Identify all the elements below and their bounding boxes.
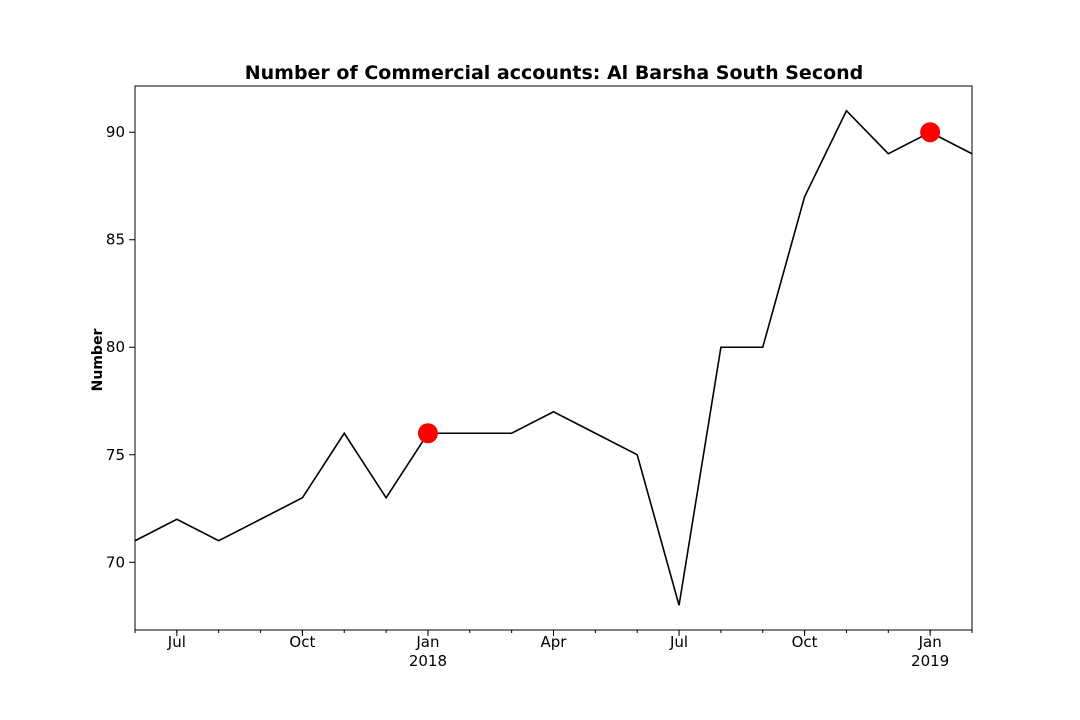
- x-tick-label: Oct: [289, 633, 315, 651]
- y-tick-label: 80: [106, 338, 125, 356]
- series-line: [134, 109, 973, 606]
- x-tick-label: Jan: [918, 633, 942, 651]
- x-tick-label: Jul: [669, 633, 688, 651]
- x-tick-label: Oct: [792, 633, 818, 651]
- x-tick-label: Jan: [415, 633, 439, 651]
- x-tick-year-label: 2019: [911, 652, 949, 670]
- x-tick-year-label: 2018: [409, 652, 447, 670]
- x-tick-label: Apr: [541, 633, 568, 651]
- y-tick-label: 85: [106, 231, 125, 249]
- y-axis-label: Number: [90, 329, 106, 392]
- plot-frame: [134, 85, 973, 631]
- x-tick-label: Jul: [167, 633, 186, 651]
- highlight-point: [417, 423, 438, 444]
- highlight-layer: [417, 122, 941, 444]
- y-tick-label: 75: [106, 446, 125, 464]
- highlight-point: [920, 122, 941, 143]
- y-tick-label: 90: [106, 123, 125, 141]
- y-tick-label: 70: [106, 553, 125, 571]
- chart-title: Number of Commercial accounts: Al Barsha…: [245, 62, 864, 84]
- series-layer: [134, 109, 973, 606]
